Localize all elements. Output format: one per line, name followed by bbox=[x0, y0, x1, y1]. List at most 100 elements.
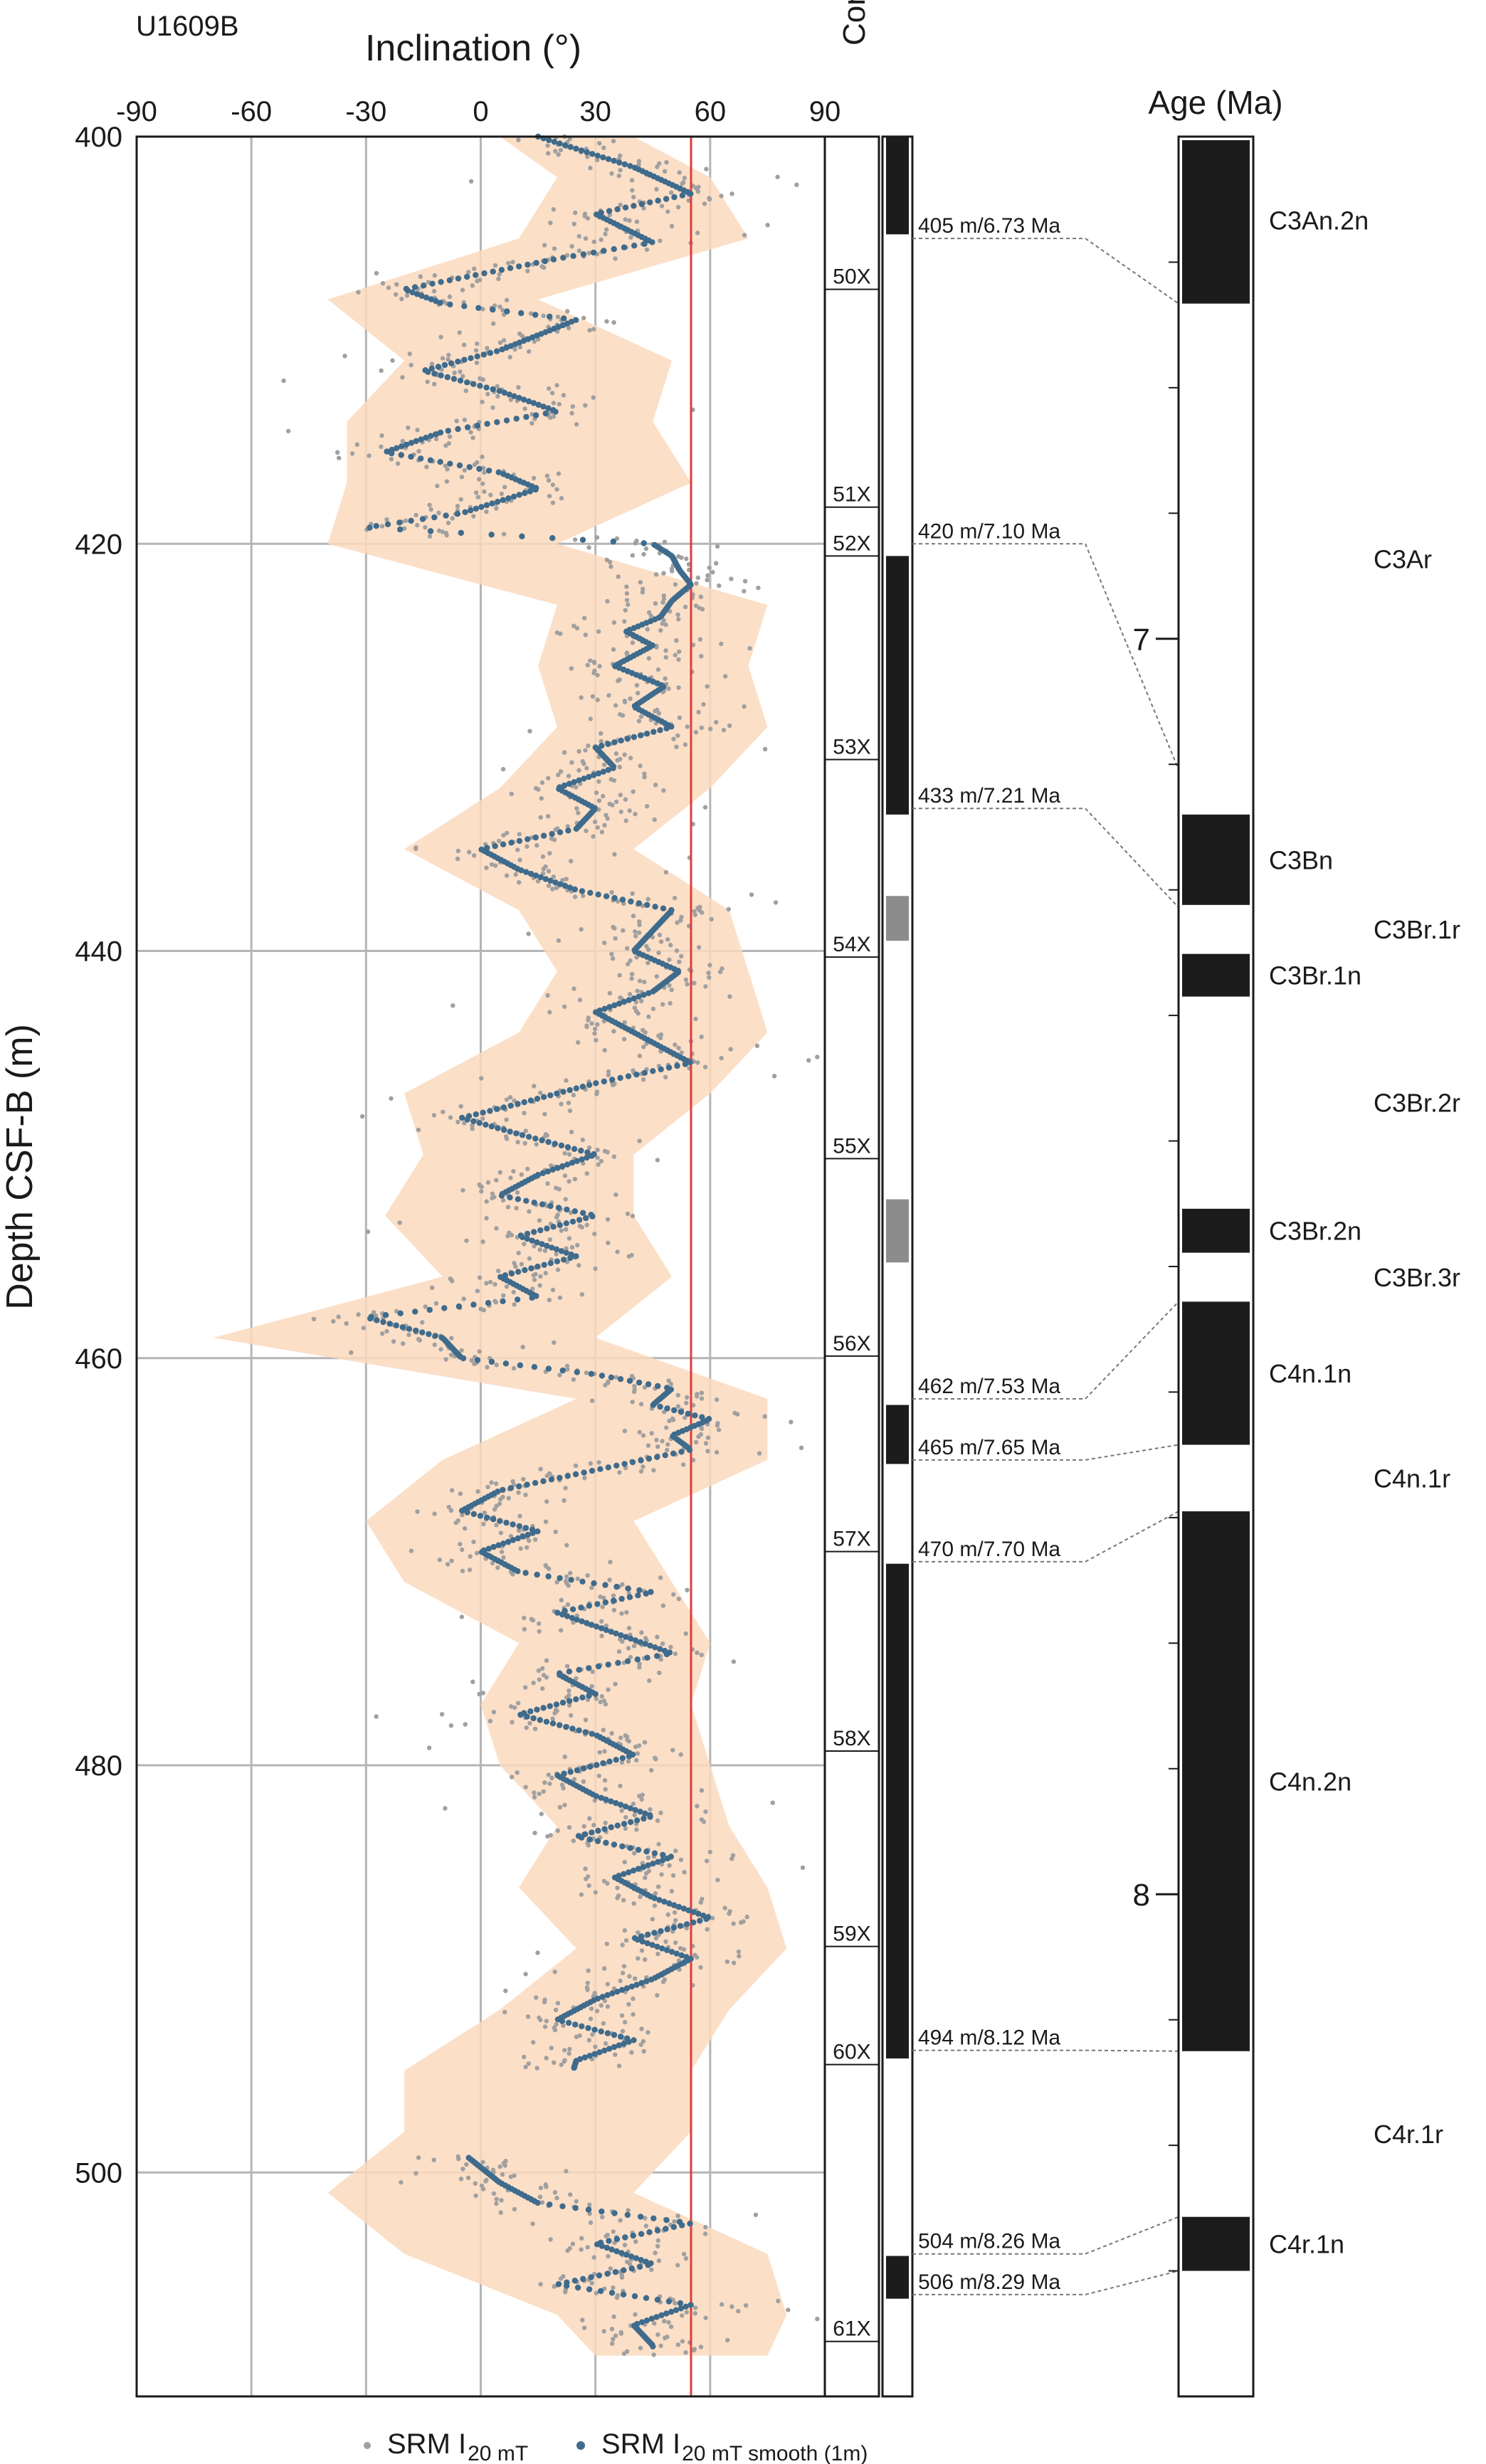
uncertain-polarity-interval bbox=[886, 1199, 909, 1263]
smoothed-point bbox=[421, 282, 427, 289]
raw-point bbox=[723, 674, 728, 679]
raw-point bbox=[664, 1425, 669, 1430]
smoothed-point bbox=[517, 1362, 524, 1369]
raw-point bbox=[569, 1244, 575, 1250]
smoothed-point bbox=[437, 459, 443, 465]
smoothed-point bbox=[425, 369, 431, 375]
raw-point bbox=[715, 544, 720, 549]
raw-point bbox=[502, 485, 507, 490]
raw-point bbox=[558, 2276, 564, 2281]
raw-point bbox=[665, 1442, 670, 1447]
smoothed-point bbox=[518, 310, 525, 317]
smoothed-point bbox=[621, 244, 628, 250]
smoothed-point bbox=[677, 1923, 684, 1929]
smoothed-point bbox=[656, 1897, 663, 1903]
smoothed-point bbox=[540, 1705, 547, 1711]
raw-point bbox=[565, 824, 570, 829]
raw-point bbox=[695, 1955, 700, 1960]
smoothed-point bbox=[532, 486, 539, 493]
raw-point bbox=[624, 651, 629, 657]
smoothed-point bbox=[627, 1635, 634, 1642]
raw-point bbox=[477, 1349, 482, 1354]
smoothed-point bbox=[639, 1938, 646, 1945]
smoothed-point bbox=[487, 349, 494, 356]
smoothed-point bbox=[683, 2303, 689, 2310]
smoothed-point bbox=[551, 139, 558, 145]
smoothed-point bbox=[668, 1949, 675, 1955]
smoothed-point bbox=[612, 2269, 619, 2275]
smoothed-point bbox=[584, 1619, 590, 1627]
raw-point bbox=[705, 1435, 711, 1440]
smoothed-point bbox=[586, 2053, 593, 2059]
raw-point bbox=[444, 479, 449, 484]
raw-point bbox=[567, 1825, 572, 1830]
raw-point bbox=[517, 1513, 522, 1518]
raw-point bbox=[610, 956, 616, 961]
raw-point bbox=[641, 1464, 645, 1469]
smoothed-point bbox=[566, 1669, 573, 1675]
smoothed-point bbox=[537, 1717, 543, 1723]
smoothed-point bbox=[522, 490, 528, 497]
raw-point bbox=[634, 955, 639, 960]
smoothed-point bbox=[687, 1059, 693, 1066]
y-tick-label: 400 bbox=[75, 122, 122, 153]
smoothed-point bbox=[446, 277, 453, 284]
raw-point bbox=[490, 405, 495, 410]
raw-point bbox=[563, 1197, 568, 1202]
smoothed-point bbox=[443, 512, 449, 519]
raw-point bbox=[683, 2256, 689, 2261]
raw-point bbox=[604, 1941, 609, 1947]
raw-point bbox=[623, 217, 628, 222]
raw-point bbox=[598, 1699, 603, 1705]
raw-point bbox=[594, 791, 599, 795]
raw-point bbox=[501, 532, 507, 536]
raw-point bbox=[446, 352, 451, 358]
smoothed-point bbox=[507, 1194, 513, 1201]
smoothed-point bbox=[583, 1215, 589, 1222]
raw-point bbox=[503, 1988, 508, 1994]
smoothed-point bbox=[605, 1464, 611, 1471]
raw-point bbox=[510, 1720, 515, 1725]
smoothed-point bbox=[600, 1760, 606, 1767]
raw-point bbox=[379, 444, 384, 450]
raw-point bbox=[400, 438, 405, 444]
smoothed-point bbox=[626, 1378, 633, 1384]
raw-point bbox=[595, 825, 600, 830]
raw-point bbox=[672, 2219, 677, 2224]
smoothed-point bbox=[599, 1994, 606, 2000]
raw-point bbox=[554, 1215, 559, 1220]
raw-point bbox=[603, 1820, 608, 1826]
smoothed-point bbox=[671, 194, 678, 201]
smoothed-point bbox=[621, 161, 628, 168]
smoothed-point bbox=[690, 1919, 697, 1926]
smoothed-point bbox=[598, 2028, 604, 2035]
smoothed-point bbox=[638, 201, 645, 208]
raw-point bbox=[432, 273, 437, 278]
smoothed-point bbox=[600, 768, 606, 775]
raw-point bbox=[436, 510, 441, 515]
raw-point bbox=[668, 2324, 674, 2330]
raw-point bbox=[641, 551, 646, 557]
smoothed-point bbox=[622, 2234, 628, 2241]
raw-point bbox=[625, 961, 631, 967]
core-label: 53X bbox=[833, 736, 870, 759]
smoothed-point bbox=[611, 157, 617, 164]
smoothed-point bbox=[589, 151, 596, 157]
raw-point bbox=[567, 1152, 572, 1157]
raw-point bbox=[550, 500, 556, 505]
raw-point bbox=[628, 696, 633, 702]
raw-point bbox=[527, 729, 532, 734]
smoothed-point bbox=[580, 251, 587, 258]
raw-point bbox=[675, 1392, 680, 1398]
raw-point bbox=[655, 1993, 660, 1998]
smoothed-point bbox=[615, 1659, 621, 1666]
raw-point bbox=[631, 1802, 636, 1807]
raw-point bbox=[490, 1191, 495, 1196]
raw-point bbox=[588, 717, 593, 721]
raw-point bbox=[588, 658, 593, 663]
raw-point bbox=[579, 2236, 584, 2241]
raw-point bbox=[715, 1423, 720, 1428]
raw-point bbox=[638, 580, 643, 585]
smoothed-point bbox=[647, 1814, 653, 1820]
raw-point bbox=[523, 1685, 528, 1690]
